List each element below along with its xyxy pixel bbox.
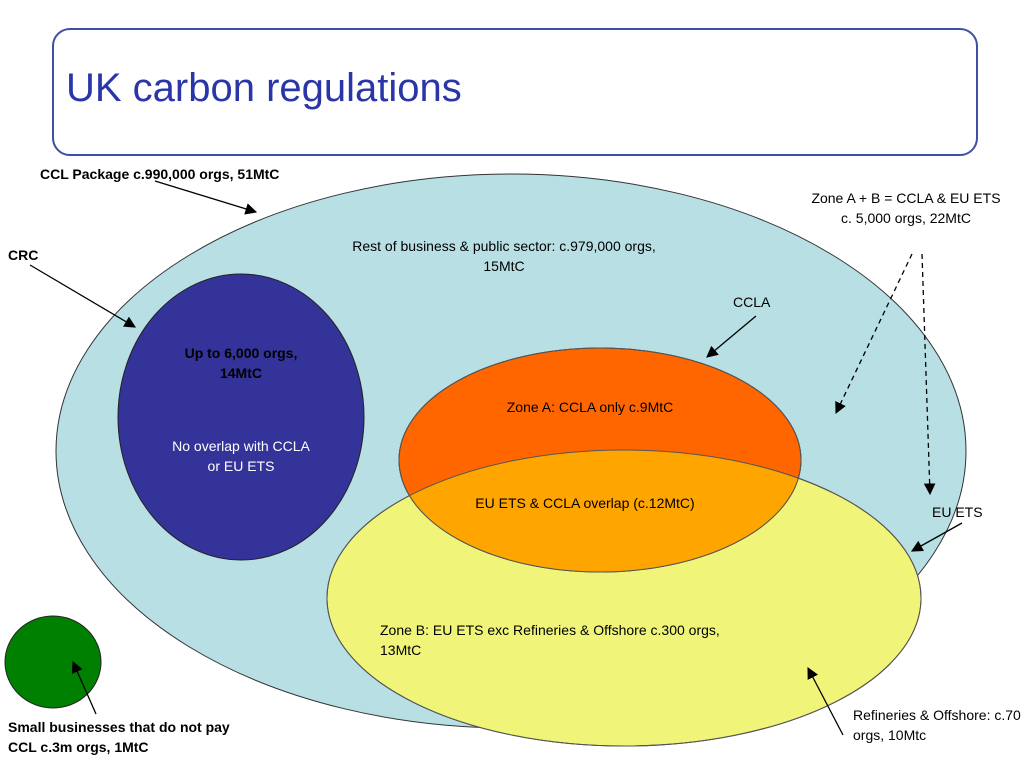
rest-of-business-label: Rest of business & public sector: c.979,… <box>352 238 656 274</box>
eu-ets-arrow <box>910 522 963 552</box>
zone-ab-label: Zone A + B = CCLA & EU ETS c. 5,000 orgs… <box>811 190 1001 226</box>
refineries-arrow <box>807 666 844 736</box>
crc-arrow <box>29 264 137 328</box>
overlap-label: EU ETS & CCLA overlap (c.12MtC) <box>475 495 695 511</box>
ccl-package-arrow <box>154 180 258 215</box>
ccla-outline <box>398 347 802 573</box>
small-business-label: Small businesses that do not pay CCL c.3… <box>8 719 230 755</box>
refineries-label: Refineries & Offshore: c.70 orgs, 10Mtc <box>853 707 1021 743</box>
small-business-arrow <box>71 660 97 715</box>
crc-no-overlap-label: No overlap with CCLA or EU ETS <box>172 438 310 474</box>
eu-ets-label: EU ETS <box>932 504 983 520</box>
crc-label: CRC <box>8 247 39 263</box>
crc-ellipse <box>117 273 365 561</box>
crc-orgs-label: Up to 6,000 orgs, 14MtC <box>184 345 298 381</box>
eu-ets-outline <box>326 449 922 747</box>
zone-b-label: Zone B: EU ETS exc Refineries & Offshore… <box>380 622 720 658</box>
ccla-arrow <box>706 315 757 358</box>
title-box: UK carbon regulations <box>52 28 978 156</box>
small-business-circle <box>4 615 102 709</box>
zone-ab-arrow-1 <box>835 253 913 415</box>
zone-a-label: Zone A: CCLA only c.9MtC <box>506 399 674 415</box>
zone-ab-arrow-2 <box>921 253 936 496</box>
ccl-package-label: CCL Package c.990,000 orgs, 51MtC <box>40 166 280 182</box>
page-title: UK carbon regulations <box>66 66 462 110</box>
ccla-label: CCLA <box>733 294 771 310</box>
